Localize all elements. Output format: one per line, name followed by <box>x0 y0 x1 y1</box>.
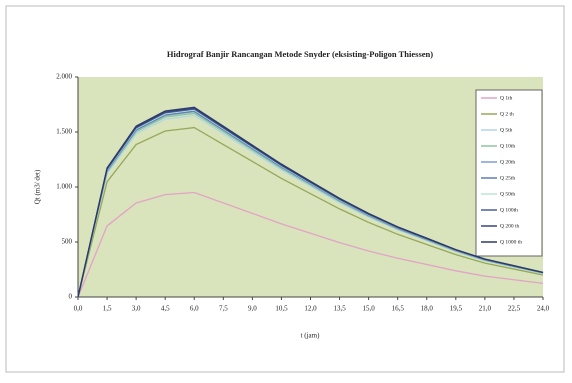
y-axis-label: Qt (m3/ det) <box>34 169 42 204</box>
x-tick-label: 21,0 <box>479 305 492 313</box>
x-tick-label: 7,5 <box>219 305 228 313</box>
x-tick-label: 16,5 <box>392 305 405 313</box>
legend-label: Q 1000 th <box>500 239 522 245</box>
x-tick-label: 0,0 <box>74 305 83 313</box>
legend-label: Q 2 th <box>500 111 514 117</box>
legend-label: Q 50th <box>500 191 515 197</box>
series-line <box>77 106 544 298</box>
chart-title: Hidrograf Banjir Rancangan Metode Snyder… <box>167 49 433 59</box>
x-axis-label: t (jam) <box>301 332 321 340</box>
plot-area <box>78 77 543 297</box>
legend-label: Q 1th <box>500 95 513 101</box>
x-tick-label: 22,5 <box>508 305 521 313</box>
x-tick-label: 12,0 <box>304 305 317 313</box>
legend-label: Q 25th <box>500 175 515 181</box>
legend-label: Q 10th <box>500 143 515 149</box>
legend <box>475 89 543 257</box>
x-tick-label: 10,5 <box>275 305 288 313</box>
series-line <box>77 126 544 298</box>
x-tick-label: 4,5 <box>161 305 170 313</box>
x-tick-label: 18,0 <box>421 305 434 313</box>
x-tick-label: 3,0 <box>132 305 141 313</box>
y-tick-label: 1.500 <box>56 128 72 136</box>
x-tick-label: 13,5 <box>333 305 346 313</box>
y-tick-label: 2.000 <box>56 73 72 81</box>
x-tick-label: 24,0 <box>537 305 550 313</box>
y-tick-label: 1.000 <box>56 183 72 191</box>
x-tick-label: 1,5 <box>103 305 112 313</box>
y-tick-label: 0 <box>69 293 73 301</box>
legend-label: Q 5th <box>500 127 513 133</box>
y-tick-label: 500 <box>62 238 73 246</box>
x-tick-label: 15,0 <box>363 305 376 313</box>
series-line <box>77 191 544 298</box>
legend-label: Q 200 th <box>500 223 520 229</box>
x-tick-label: 6,0 <box>190 305 199 313</box>
x-tick-label: 9,0 <box>248 305 257 313</box>
legend-label: Q 20th <box>500 159 515 165</box>
x-tick-label: 19,5 <box>450 305 463 313</box>
legend-label: Q 100th <box>500 207 518 213</box>
